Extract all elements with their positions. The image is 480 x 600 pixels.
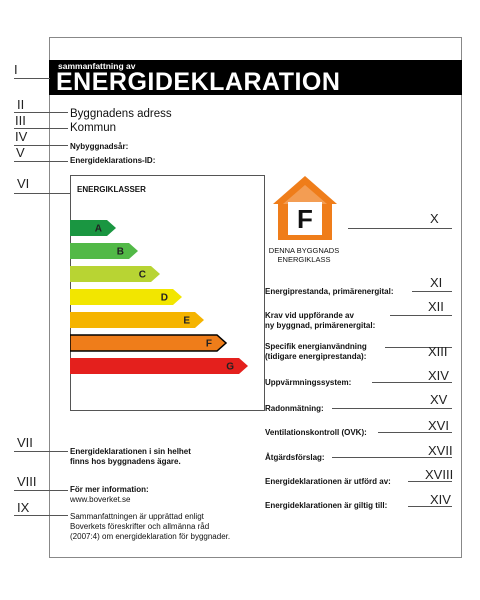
class-letter-c: C xyxy=(139,270,146,281)
class-letter-f: F xyxy=(206,339,212,350)
leader-line-6 xyxy=(14,193,70,194)
badge-letter: F xyxy=(297,204,313,234)
owner-note: Energideklarationen i sin helhet finns h… xyxy=(70,447,191,467)
info-link[interactable]: www.boverket.se xyxy=(70,495,131,504)
legal-note-line1: Sammanfattningen är upprättad enligt xyxy=(70,512,204,521)
requirement-label-line2: ny byggnad, primärenergital: xyxy=(265,321,376,330)
roman-3: III xyxy=(15,113,26,128)
leader-line-4 xyxy=(14,145,68,146)
performed-by-label: Energideklarationen är utförd av: xyxy=(265,477,391,486)
class-bar-f xyxy=(70,334,228,352)
build-year-label: Nybyggnadsår: xyxy=(70,142,129,151)
address-label: Byggnadens adress xyxy=(70,108,172,120)
roman-2: II xyxy=(17,97,25,112)
roman-8: VIII xyxy=(17,474,37,489)
legal-note-line2: Boverkets föreskrifter och allmänna råd xyxy=(70,522,210,531)
primary-energy-label: Energiprestanda, primärenergital: xyxy=(265,287,394,296)
specific-energy-label: Specifik energianvändning (tidigare ener… xyxy=(265,342,367,362)
roman-19: XIV xyxy=(430,492,451,507)
leader-line-12 xyxy=(390,315,452,316)
leader-line-19 xyxy=(408,506,452,507)
class-bar-a xyxy=(70,220,116,236)
roman-4: IV xyxy=(15,129,28,144)
municipality-label: Kommun xyxy=(70,122,117,134)
badge-letter-box xyxy=(288,202,322,235)
leader-line-1 xyxy=(14,78,50,79)
badge-caption-line1: DENNA BYGGNADS xyxy=(268,246,340,255)
class-letter-e: E xyxy=(183,316,190,327)
roman-10: X xyxy=(430,211,439,226)
header-banner: sammanfattning av ENERGIDEKLARATION xyxy=(49,60,462,95)
header-title: ENERGIDEKLARATION xyxy=(56,68,341,96)
class-bar-b xyxy=(70,243,138,259)
class-bar-e xyxy=(70,312,204,328)
roman-18: XVIII xyxy=(425,467,454,482)
roman-17: XVII xyxy=(428,443,453,458)
roman-12: XII xyxy=(428,299,444,314)
leader-line-17 xyxy=(332,457,452,458)
roman-13: XIII xyxy=(428,344,448,359)
leader-line-11 xyxy=(412,291,452,292)
leader-line-7 xyxy=(14,451,68,452)
requirement-label-line1: Krav vid uppförande av xyxy=(265,311,354,320)
leader-line-5 xyxy=(14,161,68,162)
ventilation-label: Ventilationskontroll (OVK): xyxy=(265,428,367,437)
roman-7: VII xyxy=(17,435,33,450)
measures-label: Åtgärdsförslag: xyxy=(265,453,325,462)
leader-line-14 xyxy=(372,382,452,383)
declaration-id-label: Energideklarations-ID: xyxy=(70,156,156,165)
leader-line-15 xyxy=(332,408,452,409)
leader-line-2 xyxy=(14,112,68,113)
specific-energy-label-line2: (tidigare energiprestanda): xyxy=(265,352,367,361)
roman-14: XIV xyxy=(428,368,449,383)
legal-note: Sammanfattningen är upprättad enligt Bov… xyxy=(70,512,230,542)
roman-16: XVI xyxy=(428,418,449,433)
leader-line-8 xyxy=(14,490,68,491)
legal-note-line3: (2007:4) om energideklaration för byggna… xyxy=(70,532,231,541)
energy-class-scale: A B C D E F G xyxy=(70,220,248,374)
radon-label: Radonmätning: xyxy=(265,404,324,413)
roman-15: XV xyxy=(430,392,448,407)
roman-9: IX xyxy=(17,500,30,515)
leader-line-18 xyxy=(408,481,452,482)
specific-energy-label-line1: Specifik energianvändning xyxy=(265,342,367,351)
roman-6: VI xyxy=(17,176,30,191)
class-letter-g: G xyxy=(226,362,234,373)
class-letter-a: A xyxy=(95,224,102,235)
class-bar-c xyxy=(70,266,160,282)
info-label: För mer information: xyxy=(70,485,149,494)
leader-line-16 xyxy=(378,432,452,433)
class-bar-g xyxy=(70,358,248,374)
badge-caption: DENNA BYGGNADS ENERGIKLASS xyxy=(262,246,346,264)
roof-highlight xyxy=(283,185,327,204)
class-letter-b: B xyxy=(117,247,124,258)
heating-system-label: Uppvärmningssystem: xyxy=(265,378,352,387)
leader-line-3 xyxy=(14,128,68,129)
building-class-badge: F xyxy=(273,176,337,240)
valid-until-label: Energideklarationen är giltig till: xyxy=(265,501,388,510)
owner-note-line2: finns hos byggnadens ägare. xyxy=(70,457,181,466)
owner-note-line1: Energideklarationen i sin helhet xyxy=(70,447,191,456)
roman-1: I xyxy=(14,62,18,77)
leader-line-13 xyxy=(385,347,452,348)
energy-classes-title: ENERGIKLASSER xyxy=(77,185,146,194)
roman-11: XI xyxy=(430,275,443,290)
header-subtitle: sammanfattning av xyxy=(58,61,136,71)
requirement-label: Krav vid uppförande av ny byggnad, primä… xyxy=(265,311,375,331)
leader-line-10 xyxy=(348,228,452,229)
badge-caption-line2: ENERGIKLASS xyxy=(277,255,331,264)
document-frame xyxy=(49,37,462,558)
class-letter-d: D xyxy=(161,293,168,304)
class-bar-d xyxy=(70,289,182,305)
leader-line-9 xyxy=(14,515,68,516)
roman-5: V xyxy=(16,145,25,160)
